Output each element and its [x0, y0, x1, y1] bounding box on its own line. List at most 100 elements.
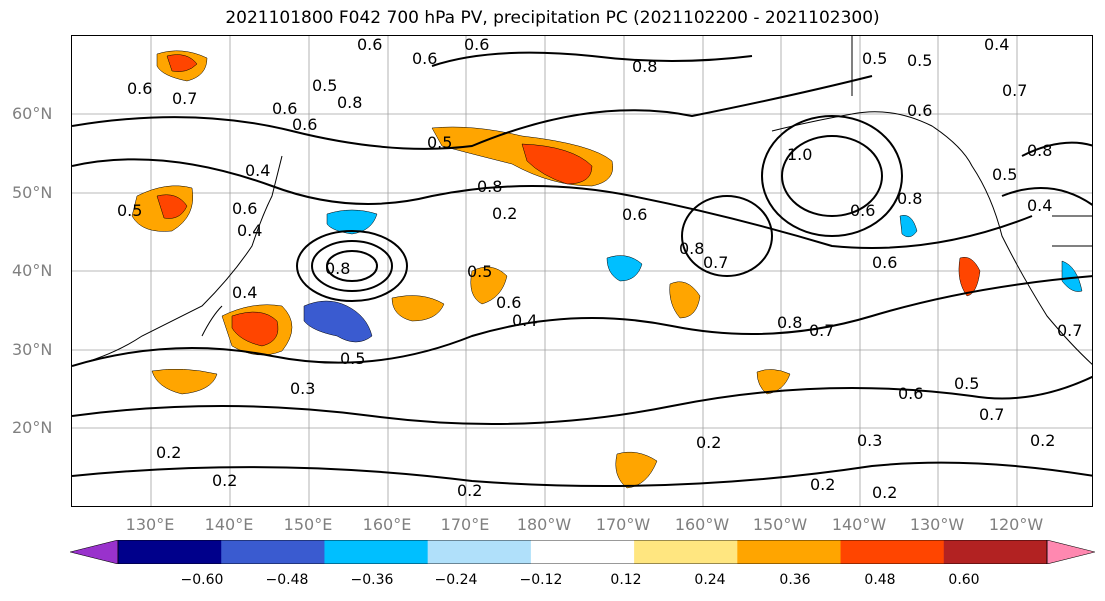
lon-label-170e: 170°E — [440, 515, 490, 534]
contour-label: 0.5 — [992, 165, 1017, 184]
contour-label: 0.6 — [272, 99, 297, 118]
colorbar-segment — [118, 540, 222, 564]
contour-label: 0.8 — [337, 93, 362, 112]
colorbar-tick-label: −0.36 — [350, 572, 394, 588]
contour-label: 0.6 — [496, 293, 521, 312]
contour-label: 0.2 — [810, 475, 835, 494]
map-svg: 0.6 0.6 0.6 0.4 0.6 0.7 0.5 0.6 0.8 0.5 … — [72, 36, 1092, 506]
colorbar-arrow-left — [70, 540, 119, 564]
colorbar-segment — [324, 540, 429, 564]
colorbar-segment — [634, 540, 738, 564]
contour-label: 0.6 — [907, 101, 932, 120]
lon-label-130e: 130°E — [125, 515, 175, 534]
colorbar-tick-label: 0.60 — [948, 572, 980, 588]
contour-label: 0.5 — [954, 374, 979, 393]
graticule — [72, 36, 1092, 506]
contour-label: 0.8 — [897, 189, 922, 208]
contour-label: 0.4 — [232, 283, 257, 302]
pv-contours — [72, 51, 1092, 487]
contour-label: 0.7 — [1002, 81, 1027, 100]
precip-blob-strong — [166, 54, 198, 72]
colorbar-tick-label: 0.12 — [610, 572, 642, 588]
colorbar-segment — [943, 540, 1048, 564]
contour-label: 0.5 — [312, 76, 337, 95]
colorbar-segment — [530, 540, 635, 564]
contour-label: 0.5 — [467, 262, 492, 281]
colorbar-tick-label: −0.60 — [180, 572, 224, 588]
contour-label: 0.7 — [703, 253, 728, 272]
contour-label: 0.3 — [857, 431, 882, 450]
precip-blob-positive — [756, 369, 791, 395]
lat-label-60n: 60°N — [12, 104, 53, 123]
colorbar — [70, 540, 1095, 564]
precip-blob-negative-light — [606, 255, 643, 282]
lon-label-140w: 140°W — [831, 515, 887, 534]
precip-blob-negative — [303, 300, 373, 343]
contour-label: 0.8 — [325, 259, 350, 278]
precip-blob-negative-light — [326, 209, 378, 235]
precip-blob-negative-light — [899, 215, 918, 238]
precip-blob-strong — [521, 143, 593, 185]
precip-blob-strong — [231, 311, 279, 347]
map-title: 2021101800 F042 700 hPa PV, precipitatio… — [225, 8, 880, 28]
colorbar-tick-label: −0.24 — [434, 572, 478, 588]
contour-label: 0.6 — [127, 79, 152, 98]
map-panel: 0.6 0.6 0.6 0.4 0.6 0.7 0.5 0.6 0.8 0.5 … — [71, 35, 1093, 507]
contour-label: 0.3 — [290, 379, 315, 398]
contour-label: 0.6 — [232, 199, 257, 218]
contour-label: 0.2 — [212, 471, 237, 490]
lon-label-120w: 120°W — [988, 515, 1044, 534]
contour-label: 0.6 — [872, 253, 897, 272]
contour-label: 0.5 — [117, 201, 142, 220]
lat-label-30n: 30°N — [12, 340, 53, 359]
precip-shading — [131, 50, 1083, 489]
contour-label: 0.4 — [1027, 196, 1052, 215]
precip-blob-positive — [470, 266, 508, 305]
contour-label: 0.6 — [412, 49, 437, 68]
contour-label: 0.7 — [979, 405, 1004, 424]
contour-label: 0.8 — [777, 313, 802, 332]
colorbar-tick-label: 0.36 — [779, 572, 811, 588]
contour-label: 0.6 — [357, 36, 382, 54]
contour-label: 0.4 — [237, 221, 262, 240]
colorbar-tick-label: −0.48 — [265, 572, 309, 588]
contour-label: 0.5 — [427, 133, 452, 152]
contour-label: 0.2 — [696, 433, 721, 452]
contour-label: 0.4 — [245, 161, 270, 180]
precip-blob-positive — [391, 295, 445, 322]
precip-blob-positive — [669, 281, 701, 319]
contour-label: 0.2 — [156, 443, 181, 462]
lon-label-160e: 160°E — [362, 515, 412, 534]
precip-blob-strong — [958, 257, 981, 297]
contour-label: 0.5 — [862, 49, 887, 68]
contour-label: 0.6 — [464, 36, 489, 54]
contour-label: 0.8 — [477, 177, 502, 196]
lon-label-180w: 180°W — [516, 515, 572, 534]
precip-blob-negative-light — [1061, 260, 1083, 292]
contour-label: 0.2 — [492, 204, 517, 223]
contour-label: 0.6 — [850, 201, 875, 220]
contour-label: 0.7 — [172, 89, 197, 108]
precip-blob-positive — [615, 451, 658, 489]
contour-label: 0.5 — [340, 349, 365, 368]
lon-label-160w: 160°W — [674, 515, 730, 534]
contour-label: 0.8 — [679, 239, 704, 258]
contour-label: 0.6 — [622, 205, 647, 224]
lon-label-140e: 140°E — [204, 515, 254, 534]
colorbar-outline — [117, 540, 1048, 564]
contour-label: 0.8 — [1027, 141, 1052, 160]
lon-label-150w: 150°W — [752, 515, 808, 534]
contour-label-group: 0.6 0.6 0.6 0.4 0.6 0.7 0.5 0.6 0.8 0.5 … — [117, 36, 1082, 502]
lon-label-150e: 150°E — [283, 515, 333, 534]
contour-label: 0.7 — [809, 321, 834, 340]
contour-label: 0.5 — [907, 51, 932, 70]
colorbar-arrow-right — [1046, 540, 1095, 564]
colorbar-tick-label: 0.48 — [864, 572, 896, 588]
contour-label: 0.7 — [1057, 321, 1082, 340]
colorbar-tick-label: −0.12 — [519, 572, 563, 588]
lat-label-50n: 50°N — [12, 183, 53, 202]
contour-label: 0.2 — [872, 483, 897, 502]
coastlines — [72, 36, 1092, 367]
precip-blob-positive — [151, 368, 218, 395]
contour-label: 0.6 — [898, 384, 923, 403]
